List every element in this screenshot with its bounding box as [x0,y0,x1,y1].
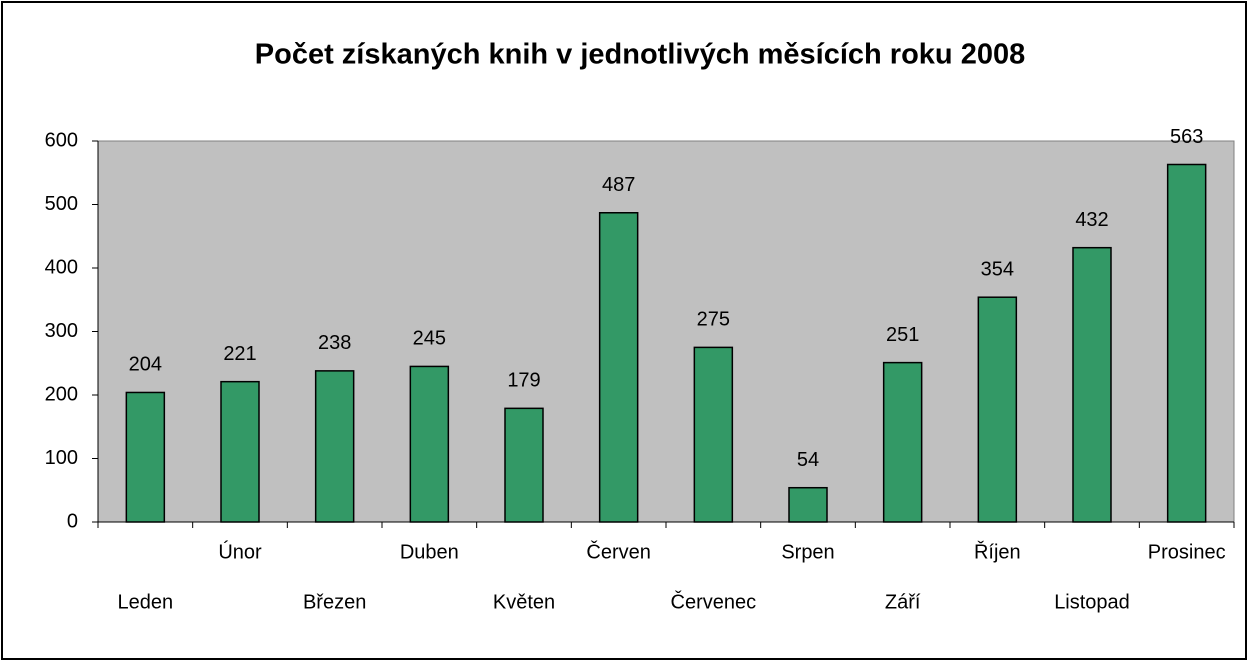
x-tick-label: Říjen [974,540,1021,563]
data-label: 354 [981,258,1014,280]
data-label: 54 [797,449,819,471]
bar [977,296,1018,523]
bar [409,365,450,523]
y-tick-label: 500 [45,193,78,215]
x-tick-label: Červen [586,540,650,563]
data-label: 204 [129,354,162,376]
data-label: 221 [223,343,256,365]
x-tick-label: Červenec [671,590,757,613]
bar [598,212,639,523]
x-tick-label: Duben [400,541,459,563]
x-tick-label: Listopad [1054,591,1130,613]
bar [314,370,355,523]
bar [125,391,166,523]
y-tick-label: 400 [45,256,78,278]
data-label: 251 [886,324,919,346]
data-label: 563 [1170,126,1203,148]
data-label: 238 [318,332,351,354]
x-tick-label: Leden [118,591,174,613]
bar [882,361,923,523]
y-tick-label: 200 [45,383,78,405]
y-tick-label: 600 [45,129,78,151]
y-tick-label: 0 [67,510,78,532]
bar [1166,163,1207,523]
x-tick-label: Září [885,591,921,613]
data-label: 245 [413,328,446,350]
plot-area [97,140,1235,523]
x-tick-label: Únor [218,540,262,563]
chart-title: Počet získaných knih v jednotlivých měsí… [255,39,1025,71]
x-tick-label: Prosinec [1148,541,1226,563]
bar [504,407,544,523]
data-label: 432 [1075,209,1108,231]
bar [1072,246,1112,523]
data-label: 179 [507,370,540,392]
y-tick-label: 300 [45,320,78,342]
x-tick-label: Březen [303,591,366,613]
x-tick-label: Květen [493,591,555,613]
bar [693,346,734,523]
data-label: 275 [697,309,730,331]
x-tick-label: Srpen [781,541,834,563]
bar [220,380,260,523]
y-tick-label: 100 [45,447,78,469]
data-label: 487 [602,174,635,196]
bar [788,486,828,523]
